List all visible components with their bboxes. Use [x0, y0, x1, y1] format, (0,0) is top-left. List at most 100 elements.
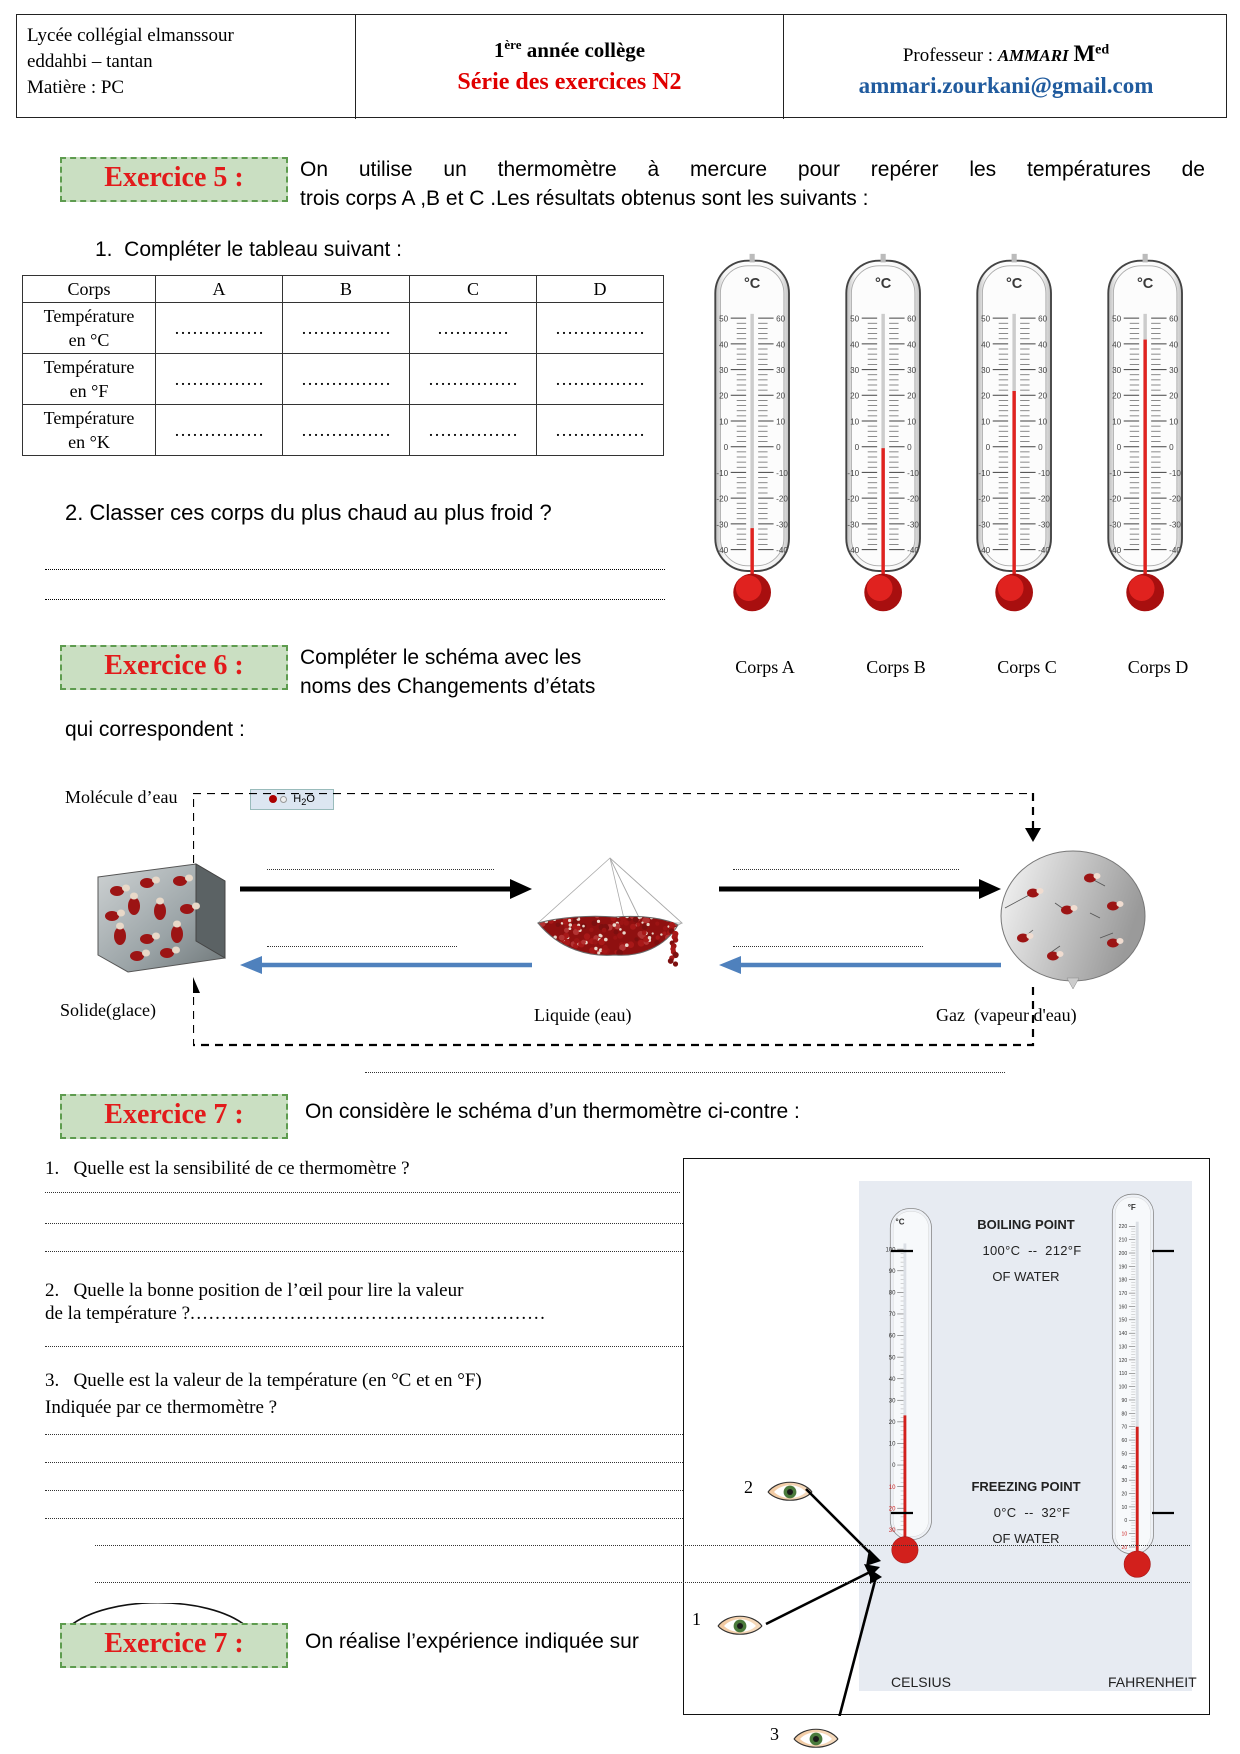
svg-text:80: 80 [889, 1291, 896, 1297]
svg-text:10: 10 [1038, 417, 1048, 426]
svg-text:40: 40 [1038, 340, 1048, 349]
svg-text:50: 50 [719, 315, 729, 324]
svg-text:-30: -30 [776, 520, 788, 529]
svg-text:20: 20 [776, 392, 786, 401]
svg-text:170: 170 [1119, 1291, 1128, 1297]
svg-text:-10: -10 [978, 469, 990, 478]
svg-text:150: 150 [1119, 1318, 1128, 1324]
svg-text:0: 0 [1117, 443, 1122, 452]
svg-text:20: 20 [719, 392, 729, 401]
svg-text:30: 30 [907, 366, 917, 375]
svg-text:0: 0 [1038, 443, 1043, 452]
svg-text:40: 40 [981, 340, 991, 349]
svg-text:220: 220 [1119, 1224, 1128, 1230]
svg-text:20: 20 [889, 1420, 896, 1426]
svg-text:60: 60 [907, 315, 917, 324]
svg-text:60: 60 [776, 315, 786, 324]
svg-text:0: 0 [1169, 443, 1174, 452]
svg-text:20: 20 [850, 392, 860, 401]
svg-text:180: 180 [1119, 1278, 1128, 1284]
svg-text:-20: -20 [847, 495, 859, 504]
svg-text:50: 50 [1121, 1451, 1127, 1457]
svg-text:120: 120 [1119, 1358, 1128, 1364]
svg-text:-40: -40 [907, 546, 919, 555]
svg-text:-10: -10 [1169, 469, 1181, 478]
svg-text:60: 60 [1121, 1438, 1127, 1444]
svg-text:70: 70 [1121, 1425, 1127, 1431]
svg-text:10: 10 [850, 417, 860, 426]
svg-text:50: 50 [981, 315, 991, 324]
svg-text:-20: -20 [907, 495, 919, 504]
svg-text:10: 10 [1112, 417, 1122, 426]
svg-text:-30: -30 [978, 520, 990, 529]
svg-text:100: 100 [1119, 1385, 1128, 1391]
svg-text:-10: -10 [1109, 469, 1121, 478]
svg-text:60: 60 [1038, 315, 1048, 324]
svg-text:10: 10 [907, 417, 917, 426]
svg-text:-10: -10 [776, 469, 788, 478]
svg-text:-40: -40 [847, 546, 859, 555]
svg-text:90: 90 [1121, 1398, 1127, 1404]
svg-text:-30: -30 [907, 520, 919, 529]
svg-text:20: 20 [907, 392, 917, 401]
svg-text:30: 30 [981, 366, 991, 375]
svg-text:110: 110 [1119, 1371, 1127, 1377]
svg-text:-20: -20 [978, 495, 990, 504]
svg-text:30: 30 [1038, 366, 1048, 375]
svg-text:40: 40 [719, 340, 729, 349]
svg-text:50: 50 [850, 315, 860, 324]
svg-text:-40: -40 [716, 546, 728, 555]
svg-text:-20: -20 [1109, 495, 1121, 504]
svg-text:10: 10 [776, 417, 786, 426]
svg-text:140: 140 [1119, 1331, 1128, 1337]
svg-text:°C: °C [1137, 276, 1154, 292]
svg-text:30: 30 [889, 1528, 896, 1534]
svg-text:0: 0 [724, 443, 729, 452]
svg-text:20: 20 [1112, 392, 1122, 401]
svg-text:160: 160 [1119, 1304, 1128, 1310]
svg-text:30: 30 [719, 366, 729, 375]
svg-text:-20: -20 [1038, 495, 1050, 504]
svg-text:80: 80 [1121, 1411, 1127, 1417]
svg-text:20: 20 [1121, 1492, 1127, 1498]
svg-text:°C: °C [744, 276, 761, 292]
svg-text:30: 30 [850, 366, 860, 375]
svg-text:-30: -30 [847, 520, 859, 529]
svg-text:40: 40 [776, 340, 786, 349]
svg-text:190: 190 [1119, 1264, 1128, 1270]
svg-text:-10: -10 [907, 469, 919, 478]
svg-text:50: 50 [889, 1355, 896, 1361]
svg-text:-40: -40 [1169, 546, 1181, 555]
svg-text:20: 20 [1169, 392, 1179, 401]
svg-text:10: 10 [719, 417, 729, 426]
svg-text:30: 30 [1112, 366, 1122, 375]
svg-text:-20: -20 [776, 495, 788, 504]
svg-text:-30: -30 [1169, 520, 1181, 529]
svg-text:°C: °C [1006, 276, 1023, 292]
svg-text:40: 40 [907, 340, 917, 349]
svg-text:30: 30 [889, 1398, 896, 1404]
svg-text:°C: °C [896, 1218, 905, 1227]
svg-text:70: 70 [889, 1312, 896, 1318]
svg-text:30: 30 [776, 366, 786, 375]
svg-text:°C: °C [875, 276, 892, 292]
svg-text:-30: -30 [1109, 520, 1121, 529]
svg-text:40: 40 [1121, 1465, 1127, 1471]
svg-text:-40: -40 [978, 546, 990, 555]
svg-text:0: 0 [986, 443, 991, 452]
svg-text:-20: -20 [1169, 495, 1181, 504]
svg-text:-30: -30 [1038, 520, 1050, 529]
svg-text:0: 0 [907, 443, 912, 452]
svg-text:°F: °F [1128, 1203, 1136, 1212]
svg-text:10: 10 [889, 1485, 896, 1491]
svg-text:20: 20 [1038, 392, 1048, 401]
svg-text:0: 0 [855, 443, 860, 452]
svg-text:90: 90 [889, 1269, 896, 1275]
svg-text:-30: -30 [716, 520, 728, 529]
svg-text:30: 30 [1169, 366, 1179, 375]
svg-text:0: 0 [776, 443, 781, 452]
svg-text:-10: -10 [716, 469, 728, 478]
svg-text:40: 40 [1169, 340, 1179, 349]
svg-text:40: 40 [889, 1377, 896, 1383]
svg-text:-40: -40 [776, 546, 788, 555]
